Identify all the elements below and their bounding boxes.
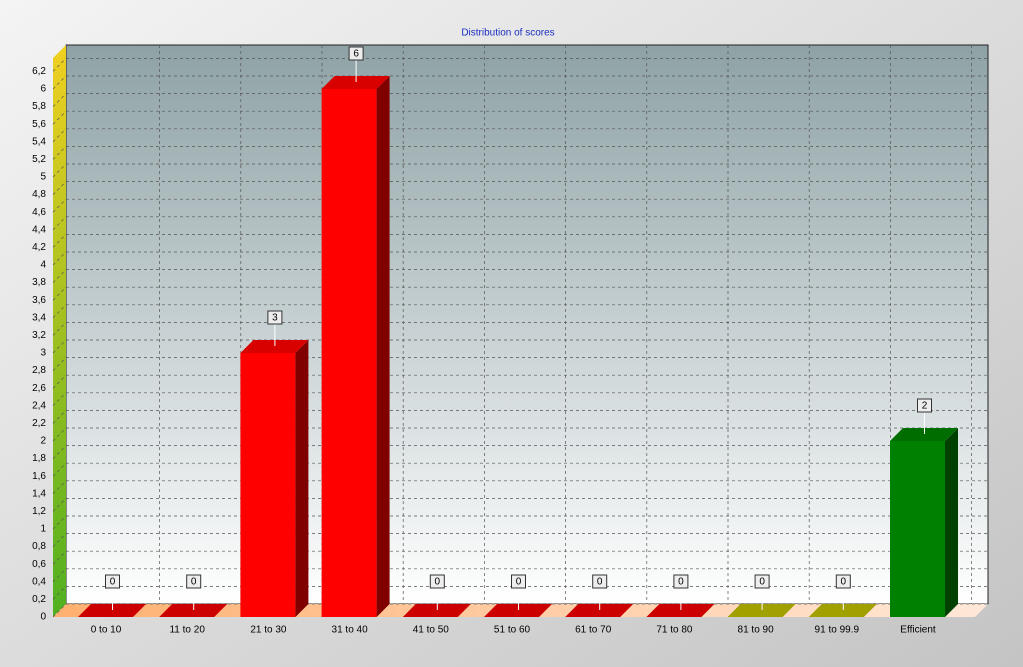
value-label-box (186, 574, 202, 589)
y-tick-label: 0,8 (32, 541, 46, 552)
y-tick-label: 4,2 (32, 242, 46, 253)
x-tick-label: 0 to 10 (91, 625, 122, 636)
value-label-box (267, 310, 283, 325)
y-tick-label: 4,8 (32, 189, 46, 200)
x-tick-label: 41 to 50 (413, 625, 450, 636)
bar-top (321, 76, 390, 89)
bar-front (890, 441, 945, 617)
y-tick-label: 0,6 (32, 559, 46, 570)
bar-side (295, 340, 309, 617)
value-label-box (348, 46, 364, 61)
y-tick-label: 0,2 (32, 594, 46, 605)
x-tick-label: 21 to 30 (250, 625, 287, 636)
x-tick-label: 31 to 40 (332, 625, 369, 636)
y-tick-label: 0,4 (32, 576, 46, 587)
y-tick-label: 3,8 (32, 277, 46, 288)
y-tick-label: 4 (40, 260, 46, 271)
bar-top (727, 604, 796, 617)
y-tick-label: 1 (40, 524, 46, 535)
value-label-box (754, 574, 770, 589)
y-tick-label: 5,2 (32, 154, 46, 165)
y-tick-label: 3 (40, 348, 46, 359)
bar-top (78, 604, 146, 617)
x-tick-label: 81 to 90 (738, 625, 775, 636)
value-label: 0 (841, 577, 847, 588)
value-label-box (835, 574, 851, 589)
y-tick-label: 0 (40, 612, 46, 623)
value-label: 0 (678, 577, 684, 588)
y-tick-label: 3,4 (32, 312, 46, 323)
bar-top (484, 604, 552, 617)
chart-title: Distribution of scores (461, 28, 554, 39)
x-tick-label: 61 to 70 (575, 625, 612, 636)
value-label: 0 (110, 577, 116, 588)
bar-top (890, 428, 958, 441)
y-tick-label: 5 (40, 172, 46, 183)
value-label: 6 (353, 49, 359, 60)
x-tick-label: 71 to 80 (656, 625, 693, 636)
value-label: 2 (922, 401, 928, 412)
bar-front (321, 89, 377, 617)
y-tick-label: 2 (40, 436, 46, 447)
value-label: 0 (191, 577, 197, 588)
y-tick-label: 5,4 (32, 136, 46, 147)
x-tick-label: 91 to 99.9 (815, 625, 860, 636)
y-tick-label: 5,6 (32, 119, 46, 130)
value-label-box (429, 574, 445, 589)
bar-top (402, 604, 471, 617)
bar-top (240, 340, 309, 353)
value-label-box (917, 398, 932, 413)
bar-top (565, 604, 634, 617)
x-tick-label: Efficient (900, 625, 936, 636)
y-tick-label: 6,2 (32, 66, 46, 77)
bar-front (240, 353, 296, 617)
value-label-box (592, 574, 608, 589)
y-tick-label: 5,8 (32, 101, 46, 112)
y-tick-label: 1,2 (32, 506, 46, 517)
value-label: 0 (597, 577, 603, 588)
y-tick-label: 1,4 (32, 488, 46, 499)
value-label-box (511, 574, 526, 589)
bar-top (159, 604, 228, 617)
bar-top (808, 604, 877, 617)
bar-side (945, 428, 958, 617)
y-tick-label: 4,6 (32, 207, 46, 218)
value-label: 0 (759, 577, 765, 588)
y-tick-label: 3,6 (32, 295, 46, 306)
y-tick-label: 2,8 (32, 365, 46, 376)
value-label-box (673, 574, 689, 589)
y-tick-label: 3,2 (32, 330, 46, 341)
value-label-box (105, 574, 120, 589)
x-tick-label: 51 to 60 (494, 625, 531, 636)
x-tick-label: 11 to 20 (169, 625, 205, 636)
bar-side (376, 76, 390, 617)
value-label: 3 (272, 313, 278, 324)
left-wall (53, 45, 66, 617)
value-label: 0 (435, 577, 441, 588)
plot-area (65, 44, 989, 605)
bar-top (646, 604, 715, 617)
y-tick-label: 2,2 (32, 418, 46, 429)
y-tick-label: 2,4 (32, 400, 46, 411)
y-tick-label: 6 (40, 84, 46, 95)
y-tick-label: 1,6 (32, 471, 46, 482)
value-label: 0 (516, 577, 522, 588)
y-tick-label: 1,8 (32, 453, 46, 464)
y-tick-label: 4,4 (32, 224, 46, 235)
y-tick-label: 2,6 (32, 383, 46, 394)
